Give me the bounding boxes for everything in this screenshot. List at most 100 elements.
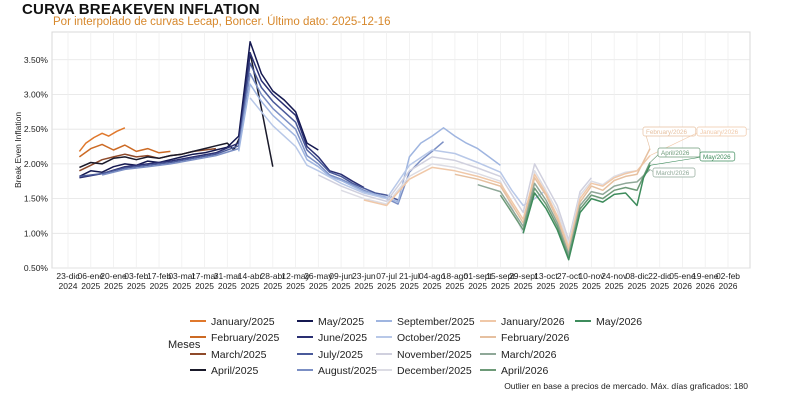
legend-entry: November/2025	[397, 349, 472, 361]
end-label-leader	[649, 156, 703, 166]
x-tick-label: 24-nov	[601, 271, 628, 281]
legend-entry: February/2025	[211, 332, 279, 344]
x-tick-year: 2025	[150, 281, 169, 291]
x-tick-year: 2026	[696, 281, 715, 291]
x-tick-year: 2025	[309, 281, 328, 291]
x-tick-label: 03-mar	[168, 271, 195, 281]
end-label: April/2026	[661, 150, 690, 157]
x-tick-year: 2025	[514, 281, 533, 291]
x-tick-year: 2025	[423, 281, 442, 291]
x-tick-label: 23-dic	[56, 271, 80, 281]
x-tick-year: 2024	[59, 281, 78, 291]
series-line-may-2025	[79, 40, 319, 178]
x-tick-label: 17-feb	[147, 271, 171, 281]
x-tick-label: 31-mar	[214, 271, 241, 281]
x-tick-year: 2025	[172, 281, 191, 291]
series-lines	[78, 40, 651, 261]
x-tick-year: 2025	[218, 281, 237, 291]
end-label: January/2026	[700, 129, 739, 136]
x-tick-label: 29-sept	[509, 271, 538, 281]
end-label: March/2026	[656, 170, 690, 177]
x-tick-year: 2025	[332, 281, 351, 291]
legend-entry: April/2026	[501, 365, 548, 377]
end-label-box	[657, 147, 701, 158]
series-line-august-2025	[101, 72, 444, 205]
x-tick-year: 2025	[263, 281, 282, 291]
series-line-september-2025	[237, 83, 501, 203]
x-tick-label: 05-ene	[669, 271, 696, 281]
x-tick-label: 21-jul	[399, 271, 420, 281]
x-tick-year: 2025	[377, 281, 396, 291]
y-axis: 0.50% 1.00% 1.50% 2.00% 2.50% 3.00% 3.50%	[24, 55, 49, 273]
legend-entry: May/2026	[596, 316, 642, 328]
x-tick-year: 2025	[582, 281, 601, 291]
legend-entry: March/2026	[501, 349, 557, 361]
x-tick-label: 08-dic	[625, 271, 649, 281]
x-tick-label: 18-ago	[442, 271, 469, 281]
x-tick-year: 2026	[719, 281, 738, 291]
x-tick-label: 26-may	[304, 271, 333, 281]
x-tick-label: 23-jun	[352, 271, 376, 281]
legend-entry: December/2025	[397, 365, 472, 377]
end-labels: February/2026 January/2026 April/2026 May/2…	[642, 126, 747, 178]
x-tick-label: 27-oct	[557, 271, 581, 281]
x-tick-label: 01-sept	[463, 271, 492, 281]
x-tick-label: 06-ene	[78, 271, 105, 281]
chart-title: CURVA BREAKEVEN INFLATION	[22, 1, 260, 18]
x-tick-year: 2025	[536, 281, 555, 291]
series-line-february-2026	[454, 148, 651, 252]
series-line-january-2026	[363, 155, 651, 248]
legend: Meses January/2025 February/2025 March/202…	[168, 316, 642, 377]
x-tick-year: 2025	[468, 281, 487, 291]
end-label-box	[699, 151, 736, 162]
x-tick-year: 2025	[491, 281, 510, 291]
x-tick-label: 02-feb	[716, 271, 740, 281]
plot-panel	[51, 31, 751, 269]
x-tick-year: 2025	[445, 281, 464, 291]
end-label-box	[652, 167, 696, 178]
legend-entry: March/2025	[211, 349, 267, 361]
series-line-october-2025	[249, 97, 547, 207]
legend-entry: January/2025	[211, 316, 275, 328]
series-line-february-2025	[78, 143, 171, 158]
x-tick-label: 22-dic	[648, 271, 672, 281]
x-tick-label: 17-mar	[191, 271, 218, 281]
x-tick-label: 04-ago	[419, 271, 446, 281]
end-label: February/2026	[646, 129, 687, 136]
x-tick-label: 12-may	[281, 271, 310, 281]
x-tick-label: 09-jun	[329, 271, 353, 281]
x-tick-label: 28-abr	[261, 271, 286, 281]
y-axis-title: Break Even Inflation	[13, 112, 23, 188]
end-label: May/2026	[703, 154, 731, 161]
end-label-box	[642, 126, 697, 137]
x-tick-year: 2025	[400, 281, 419, 291]
y-tick-label: 3.00%	[24, 89, 49, 99]
x-tick-year: 2025	[195, 281, 214, 291]
legend-entry: May/2025	[318, 316, 364, 328]
x-tick-year: 2025	[286, 281, 305, 291]
y-tick-label: 3.50%	[24, 55, 49, 65]
series-line-march-2026	[477, 168, 651, 255]
x-tick-label: 14-abr	[238, 271, 263, 281]
y-tick-label: 2.00%	[24, 159, 49, 169]
x-tick-label: 10-nov	[578, 271, 605, 281]
x-tick-label: 19-ene	[692, 271, 719, 281]
legend-entry: August/2025	[318, 365, 377, 377]
x-tick-year: 2025	[354, 281, 373, 291]
series-line-december-2025	[340, 163, 638, 245]
x-tick-label: 07-jul	[376, 271, 397, 281]
legend-entry: February/2026	[501, 332, 569, 344]
x-tick-year: 2026	[673, 281, 692, 291]
legend-title: Meses	[168, 339, 201, 351]
y-tick-label: 1.00%	[24, 228, 49, 238]
legend-entry: January/2026	[501, 316, 565, 328]
x-tick-year: 2025	[241, 281, 260, 291]
x-tick-label: 03-feb	[124, 271, 148, 281]
legend-entry: April/2025	[211, 365, 258, 377]
x-tick-label: 20-ene	[100, 271, 127, 281]
x-tick-year: 2025	[650, 281, 669, 291]
series-line-may-2026	[522, 164, 651, 261]
x-tick-year: 2025	[127, 281, 146, 291]
series-line-april-2026	[499, 162, 651, 259]
